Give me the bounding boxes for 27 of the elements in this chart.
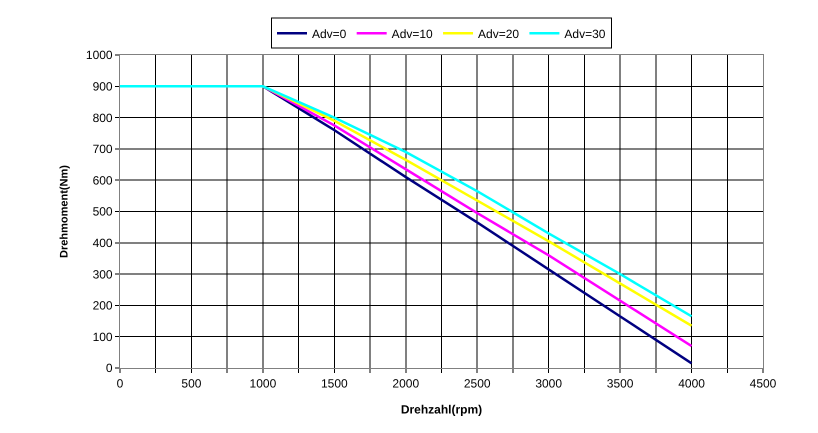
- y-tick-label: 500: [92, 204, 113, 219]
- y-tick-label: 0: [106, 361, 113, 376]
- x-tick-label: 2000: [392, 376, 420, 390]
- legend-label: Adv=10: [392, 26, 434, 41]
- y-tick-label: 600: [92, 173, 113, 188]
- x-tick-label: 1500: [320, 376, 348, 390]
- y-tick-label: 400: [92, 236, 113, 250]
- x-tick-label: 0: [116, 376, 124, 390]
- y-tick-label: 800: [92, 110, 113, 125]
- x-tick-label: 3500: [606, 376, 634, 390]
- y-tick-label: 200: [92, 298, 113, 313]
- y-tick-label: 900: [92, 80, 113, 94]
- x-tick-label: 3000: [535, 376, 562, 390]
- x-axis-title: Drehzahl(rpm): [400, 402, 482, 416]
- x-tick-label: 4000: [678, 376, 706, 390]
- legend-label: Adv=30: [564, 26, 606, 41]
- y-tick-label: 1000: [86, 48, 113, 62]
- x-tick-label: 4500: [750, 376, 777, 390]
- y-tick-label: 100: [92, 330, 113, 344]
- y-axis-title: Drehmoment(Nm): [58, 164, 71, 258]
- legend-label: Adv=0: [312, 26, 347, 41]
- x-tick-label: 500: [181, 376, 202, 390]
- legend-label: Adv=20: [478, 26, 520, 41]
- y-tick-label: 700: [92, 142, 113, 156]
- y-tick-label: 300: [92, 267, 113, 282]
- x-tick-label: 1000: [250, 376, 277, 390]
- x-tick-label: 2500: [464, 376, 491, 390]
